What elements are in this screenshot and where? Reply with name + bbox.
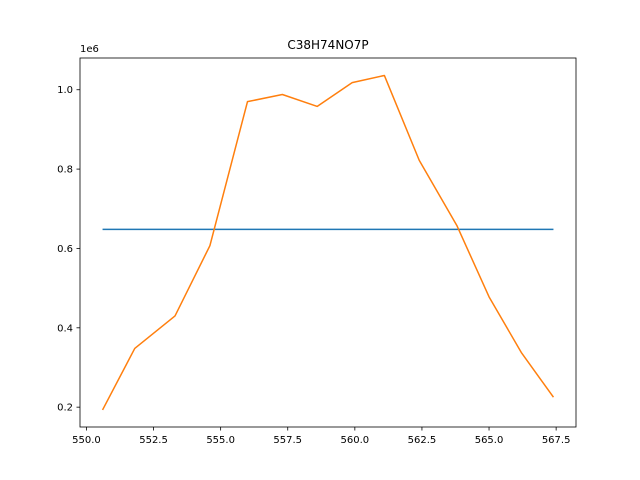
y-tick-label: 0.8 (57, 165, 73, 176)
y-tick-label: 0.2 (57, 403, 73, 414)
x-tick-label: 567.5 (542, 435, 571, 446)
axes-frame (79, 57, 577, 428)
y-axis: 0.2 0.4 0.6 0.8 1.0 (57, 85, 80, 414)
y-tick-label: 1.0 (57, 85, 73, 96)
x-axis: 550.0 552.5 555.0 557.5 560.0 562.5 565.0 567.5 (72, 427, 570, 446)
chart-title: C38H74NO7P (287, 38, 368, 52)
x-tick-label: 550.0 (72, 435, 101, 446)
plot-area (80, 58, 576, 427)
series-layer (101, 74, 555, 411)
x-tick-label: 562.5 (408, 435, 437, 446)
x-tick-label: 557.5 (273, 435, 302, 446)
series-line-2 (101, 74, 555, 411)
y-tick-label: 0.6 (57, 244, 73, 255)
x-tick-label: 565.0 (475, 435, 504, 446)
x-tick-label: 552.5 (139, 435, 168, 446)
y-offset-label: 1e6 (80, 44, 99, 55)
x-tick-label: 560.0 (341, 435, 370, 446)
y-tick-label: 0.4 (57, 323, 73, 334)
x-tick-label: 555.0 (206, 435, 235, 446)
